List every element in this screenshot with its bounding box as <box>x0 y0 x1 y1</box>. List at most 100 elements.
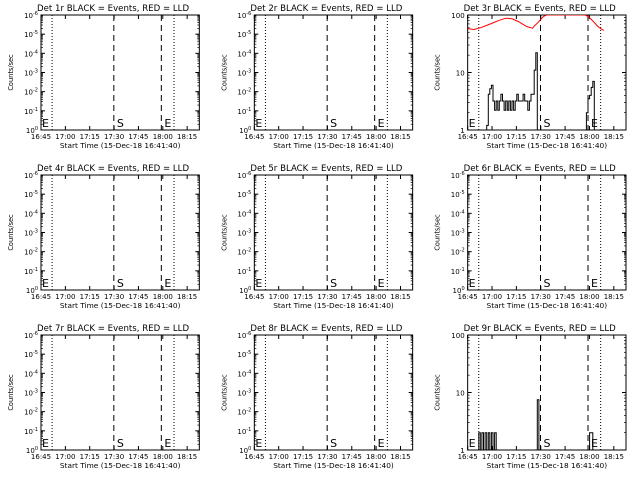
series-line <box>467 399 626 450</box>
x-tick-label: 18:00 <box>366 133 386 141</box>
plot-area <box>51 175 175 290</box>
y-tick-label: 10-6 <box>24 171 38 180</box>
y-tick-label: 100 <box>26 446 38 455</box>
event-marker-label: S <box>330 437 337 450</box>
x-tick-label: 18:15 <box>604 293 624 301</box>
x-tick-label: 17:45 <box>555 133 575 141</box>
plot-area <box>51 335 175 450</box>
y-tick-label: 10-1 <box>24 107 38 116</box>
x-tick-label: 16:45 <box>458 293 478 301</box>
x-tick-label: 17:15 <box>506 293 526 301</box>
y-tick-label: 10-1 <box>237 267 251 276</box>
detector-panel: Det 1r BLACK = Events, RED = LLD 16:45 17:… <box>7 4 200 150</box>
y-tick-label: 10-6 <box>24 11 38 20</box>
y-tick-label: 10-4 <box>24 209 38 218</box>
plot-area <box>467 335 626 450</box>
y-axis-label: Counts/sec <box>220 54 228 91</box>
event-marker-label: E <box>378 437 385 450</box>
y-tick-label: 10-5 <box>24 190 38 199</box>
plot-area <box>264 175 388 290</box>
detector-panel: Det 9r BLACK = Events, RED = LLD 16:45 17:… <box>434 324 627 470</box>
x-tick-label: 18:00 <box>153 453 173 461</box>
y-tick-label: 10-2 <box>237 88 251 97</box>
panel-title: Det 2r BLACK = Events, RED = LLD <box>250 4 402 14</box>
y-tick-label: 10-5 <box>451 190 465 199</box>
x-axis-label: Start Time (15-Dec-18 16:41:40) <box>487 461 608 470</box>
x-tick-label: 17:15 <box>506 453 526 461</box>
x-tick-label: 18:15 <box>390 293 410 301</box>
event-marker-label: E <box>164 117 171 130</box>
y-tick-label: 10-2 <box>24 408 38 417</box>
event-marker-label: S <box>544 437 551 450</box>
event-marker-label: E <box>42 117 49 130</box>
panel-title: Det 3r BLACK = Events, RED = LLD <box>464 4 616 14</box>
x-tick-label: 18:00 <box>153 133 173 141</box>
y-tick-label: 10-6 <box>237 171 251 180</box>
event-marker-label: E <box>591 117 598 130</box>
x-axis-label: Start Time (15-Dec-18 16:41:40) <box>60 141 181 150</box>
x-tick-label: 16:45 <box>31 293 51 301</box>
y-axis-label: Counts/sec <box>434 374 442 411</box>
x-tick-label: 17:30 <box>317 453 337 461</box>
y-tick-label: 10-2 <box>451 248 465 257</box>
y-tick-label: 10-5 <box>24 350 38 359</box>
event-marker-label: E <box>591 277 598 290</box>
x-tick-label: 16:45 <box>244 133 264 141</box>
plot-frame <box>40 174 200 291</box>
y-tick-label: 10-4 <box>451 209 465 218</box>
y-tick-label: 10-4 <box>237 369 251 378</box>
y-tick-label: 1 <box>460 447 464 455</box>
event-marker-label: E <box>469 117 476 130</box>
x-tick-label: 18:15 <box>177 453 197 461</box>
plot-frame <box>40 14 200 131</box>
y-tick-label: 100 <box>239 286 251 295</box>
y-tick-label: 100 <box>453 286 465 295</box>
plot-area <box>467 15 626 130</box>
y-tick-label: 10-3 <box>237 69 251 78</box>
x-tick-label: 17:30 <box>104 453 124 461</box>
plot-area <box>51 15 175 130</box>
y-tick-label: 10-1 <box>24 427 38 436</box>
y-axis-label: Counts/sec <box>220 214 228 251</box>
y-tick-label: 10-2 <box>237 248 251 257</box>
detector-panel: Det 7r BLACK = Events, RED = LLD 16:45 17:… <box>7 324 200 470</box>
y-axis-label: Counts/sec <box>434 214 442 251</box>
x-tick-label: 17:00 <box>482 453 502 461</box>
x-tick-label: 16:45 <box>458 453 478 461</box>
x-tick-label: 18:15 <box>390 133 410 141</box>
plot-frame <box>253 334 414 451</box>
y-tick-label: 10-5 <box>24 30 38 39</box>
x-axis-label: Start Time (15-Dec-18 16:41:40) <box>273 461 394 470</box>
y-tick-label: 10-4 <box>24 49 38 58</box>
event-marker-label: E <box>255 117 262 130</box>
y-tick-label: 10-1 <box>237 427 251 436</box>
x-tick-label: 17:45 <box>342 293 362 301</box>
y-tick-label: 10-6 <box>24 331 38 340</box>
plot-area <box>264 335 388 450</box>
detector-panel: Det 4r BLACK = Events, RED = LLD 16:45 17:… <box>7 164 200 310</box>
plot-frame <box>253 14 414 131</box>
y-tick-label: 100 <box>451 332 464 340</box>
y-tick-label: 10-6 <box>237 331 251 340</box>
y-tick-label: 100 <box>239 126 251 135</box>
panel-title: Det 5r BLACK = Events, RED = LLD <box>250 164 402 174</box>
plot-area <box>478 175 602 290</box>
y-tick-label: 10-4 <box>237 49 251 58</box>
y-tick-label: 10-3 <box>24 229 38 238</box>
y-tick-label: 10 <box>456 390 465 398</box>
y-tick-label: 10-1 <box>24 267 38 276</box>
y-tick-label: 10-1 <box>451 267 465 276</box>
x-tick-label: 17:45 <box>342 133 362 141</box>
panel-title: Det 6r BLACK = Events, RED = LLD <box>464 164 616 174</box>
x-tick-label: 17:45 <box>128 293 148 301</box>
x-tick-label: 18:00 <box>579 453 599 461</box>
plot-frame <box>253 174 414 291</box>
event-marker-label: S <box>330 117 337 130</box>
x-axis-label: Start Time (15-Dec-18 16:41:40) <box>60 301 181 310</box>
x-tick-label: 17:15 <box>293 133 313 141</box>
y-tick-label: 10-2 <box>237 408 251 417</box>
y-tick-label: 1 <box>460 127 464 135</box>
y-axis-label: Counts/sec <box>7 374 15 411</box>
y-tick-label: 10-2 <box>24 88 38 97</box>
y-tick-label: 100 <box>451 12 464 20</box>
